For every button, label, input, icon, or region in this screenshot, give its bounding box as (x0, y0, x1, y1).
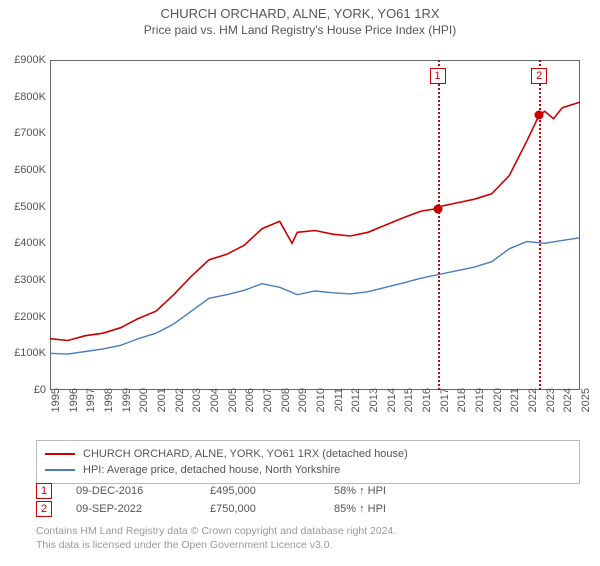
x-tick-label: 2025 (580, 388, 592, 428)
x-tick-label: 2006 (244, 388, 256, 428)
y-tick-label: £700K (0, 127, 46, 139)
y-tick-label: £800K (0, 91, 46, 103)
x-tick-label: 2020 (492, 388, 504, 428)
x-tick-label: 2002 (174, 388, 186, 428)
x-tick-label: 1998 (103, 388, 115, 428)
event-price: £495,000 (210, 485, 310, 497)
legend-swatch (45, 453, 75, 455)
marker-dot (535, 111, 544, 120)
x-tick-label: 2013 (368, 388, 380, 428)
event-pct: 85% ↑ HPI (334, 503, 386, 515)
x-tick-label: 2018 (456, 388, 468, 428)
x-tick-label: 1999 (121, 388, 133, 428)
series-line (50, 102, 580, 340)
event-id-box: 2 (36, 501, 52, 517)
page-title: CHURCH ORCHARD, ALNE, YORK, YO61 1RX (0, 6, 600, 21)
marker-dot (433, 204, 442, 213)
x-tick-label: 2011 (333, 388, 345, 428)
marker-line (539, 60, 541, 390)
x-tick-label: 2015 (403, 388, 415, 428)
chart-lines (50, 60, 580, 390)
x-tick-label: 2017 (439, 388, 451, 428)
y-tick-label: £300K (0, 274, 46, 286)
x-tick-label: 2003 (191, 388, 203, 428)
page-subtitle: Price paid vs. HM Land Registry's House … (0, 23, 600, 37)
x-tick-label: 2024 (562, 388, 574, 428)
event-date: 09-DEC-2016 (76, 485, 186, 497)
event-pct: 58% ↑ HPI (334, 485, 386, 497)
x-tick-label: 2009 (297, 388, 309, 428)
legend-item: HPI: Average price, detached house, Nort… (45, 462, 571, 478)
event-row: 1 09-DEC-2016 £495,000 58% ↑ HPI (36, 482, 386, 500)
marker-label-box: 1 (430, 68, 446, 84)
y-tick-label: £600K (0, 164, 46, 176)
x-tick-label: 1995 (50, 388, 62, 428)
x-tick-label: 2012 (350, 388, 362, 428)
event-id-box: 1 (36, 483, 52, 499)
y-tick-label: £200K (0, 311, 46, 323)
x-tick-label: 2016 (421, 388, 433, 428)
footer-line-2: This data is licensed under the Open Gov… (36, 538, 396, 552)
event-row: 2 09-SEP-2022 £750,000 85% ↑ HPI (36, 500, 386, 518)
series-line (50, 238, 580, 354)
x-tick-label: 2014 (386, 388, 398, 428)
x-tick-label: 2019 (474, 388, 486, 428)
x-tick-label: 2022 (527, 388, 539, 428)
legend: CHURCH ORCHARD, ALNE, YORK, YO61 1RX (de… (36, 440, 580, 484)
x-tick-label: 2001 (156, 388, 168, 428)
footer-line-1: Contains HM Land Registry data © Crown c… (36, 524, 396, 538)
x-tick-label: 2005 (227, 388, 239, 428)
x-tick-label: 2023 (545, 388, 557, 428)
marker-label-box: 2 (531, 68, 547, 84)
x-tick-label: 2004 (209, 388, 221, 428)
x-tick-label: 2000 (138, 388, 150, 428)
legend-label: CHURCH ORCHARD, ALNE, YORK, YO61 1RX (de… (83, 448, 408, 460)
marker-line (438, 60, 440, 390)
y-tick-label: £400K (0, 237, 46, 249)
y-tick-label: £900K (0, 54, 46, 66)
event-date: 09-SEP-2022 (76, 503, 186, 515)
x-tick-label: 1997 (85, 388, 97, 428)
x-tick-label: 2021 (509, 388, 521, 428)
x-tick-label: 2008 (280, 388, 292, 428)
x-tick-label: 1996 (68, 388, 80, 428)
y-tick-label: £100K (0, 347, 46, 359)
legend-label: HPI: Average price, detached house, Nort… (83, 464, 340, 476)
x-tick-label: 2010 (315, 388, 327, 428)
x-tick-label: 2007 (262, 388, 274, 428)
footer-attribution: Contains HM Land Registry data © Crown c… (36, 524, 396, 552)
event-price: £750,000 (210, 503, 310, 515)
legend-swatch (45, 469, 75, 471)
event-table: 1 09-DEC-2016 £495,000 58% ↑ HPI 2 09-SEP-202… (36, 482, 386, 518)
y-tick-label: £0 (0, 384, 46, 396)
legend-item: CHURCH ORCHARD, ALNE, YORK, YO61 1RX (de… (45, 446, 571, 462)
y-tick-label: £500K (0, 201, 46, 213)
